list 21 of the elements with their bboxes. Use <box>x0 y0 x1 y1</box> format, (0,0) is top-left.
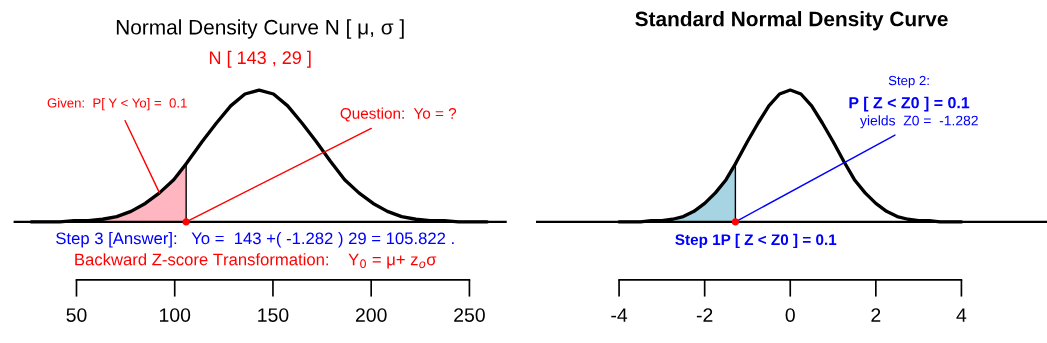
x-tick-label: 50 <box>66 308 87 322</box>
text: Step 3 [Answer]: Yo = 143 +( -1.282 ) 29 = 105.822 . <box>56 232 454 248</box>
annotation: yields Z0 = -1.282 <box>860 115 978 129</box>
x-tick-label: 150 <box>258 308 289 322</box>
x-tick-label: 100 <box>159 308 191 322</box>
annotation: Given: P[ Y < Yo] = 0.1 <box>47 97 187 111</box>
x-tick-label: 2 <box>871 308 881 322</box>
annotation: Question: Yo = ? <box>340 107 457 122</box>
text: Backward Z-score Transformation: Y$_{0}$ = μ+ z$_{o}$σ <box>75 253 437 269</box>
chart-title: Normal Density Curve N [ μ, σ ] <box>116 19 404 39</box>
x-tick-label: 200 <box>355 308 387 322</box>
x-tick-label: 250 <box>454 308 485 322</box>
x-tick-label: 0 <box>785 308 795 322</box>
text: Step 2: <box>888 75 929 88</box>
annotation: P [ Z < Z0 ] = 0.1 <box>849 96 970 112</box>
x-tick-label: -4 <box>611 308 628 322</box>
x-tick-label: -2 <box>696 308 713 322</box>
text: Step 1P [ Z < Z0 ] = 0.1 <box>675 233 837 249</box>
chart-title: Standard Normal Density Curve <box>635 11 948 31</box>
x-tick-label: 4 <box>956 308 967 322</box>
chart-subtitle: N [ 143 , 29 ] <box>209 50 311 68</box>
